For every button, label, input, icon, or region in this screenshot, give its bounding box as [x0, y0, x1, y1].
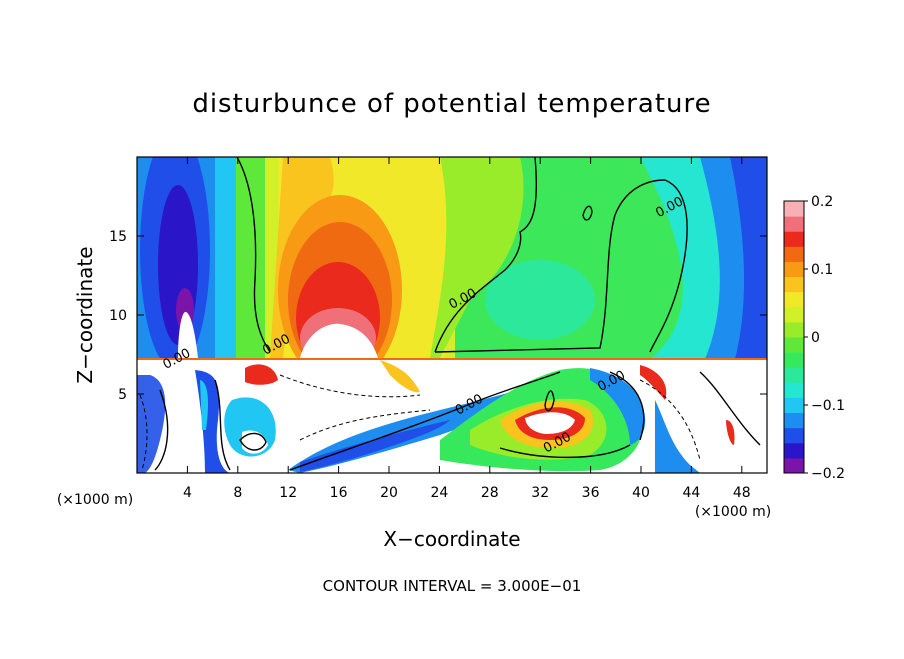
lower-red-streak-west	[245, 364, 278, 385]
colorbar-swatch	[784, 352, 804, 368]
colorbar-tick-label: 0.2	[811, 194, 833, 210]
colorbar-swatch	[784, 201, 804, 217]
colorbar-tick-label: 0	[811, 330, 820, 346]
contour-east-return	[649, 179, 688, 353]
central-green-pocket	[485, 260, 595, 340]
colorbar-swatch	[784, 337, 804, 353]
colorbar-swatch	[784, 397, 804, 414]
contour-lower-5	[609, 371, 645, 441]
lower-west-blue	[137, 375, 166, 473]
x-unit-label: (×1000 m)	[695, 504, 771, 520]
x-tick-label: 32	[531, 485, 549, 501]
contour-interval-note: CONTOUR INTERVAL = 3.000E−01	[323, 577, 582, 595]
contour-lower-4	[499, 444, 631, 459]
y-axis: 5 10 15	[109, 229, 767, 403]
contour-lower-2	[214, 379, 231, 471]
x-tick-label: 24	[430, 485, 448, 501]
y-unit-label: (×1000 m)	[57, 492, 133, 508]
east-of-plume-green	[430, 157, 524, 358]
contour-loop-2	[544, 390, 555, 412]
colorbar-swatch	[784, 246, 804, 262]
contour-lines	[154, 157, 761, 471]
colorbar-tick-label: −0.2	[811, 466, 845, 482]
x-tick-label: 28	[481, 485, 499, 501]
x-axis-label: X−coordinate	[383, 527, 520, 551]
x-tick-label: 12	[279, 485, 297, 501]
contour-central	[434, 157, 538, 353]
lower-east-red	[640, 365, 667, 400]
colorbar-swatch	[784, 427, 804, 444]
colorbar-tick-label: −0.1	[811, 398, 845, 414]
contour-small-loop	[582, 205, 593, 221]
lower-east-red-blob	[726, 420, 735, 445]
colorbar-tick-label: 0.1	[811, 262, 833, 278]
x-tick-label: 8	[233, 485, 242, 501]
colorbar-swatch	[784, 457, 804, 474]
lower-west-cyan	[200, 380, 208, 430]
contour-lower-3	[289, 371, 561, 471]
dashed-contours	[139, 374, 701, 471]
colorbar-swatch	[784, 231, 804, 247]
contour-eddy-loop	[239, 432, 267, 451]
x-tick-label: 48	[733, 485, 751, 501]
colorbar	[784, 201, 804, 474]
contour-lower-1	[154, 389, 169, 471]
x-tick-label: 36	[582, 485, 600, 501]
warm-plume-saturated	[300, 323, 378, 358]
lower-red-core	[525, 412, 575, 434]
lower-blue-band-inner	[300, 420, 450, 472]
colorbar-swatch	[784, 216, 804, 232]
x-tick-label: 44	[682, 485, 700, 501]
x-axis: 4 8 12 16 20 24 28 32 36 40 44 48	[183, 157, 751, 501]
y-axis-label: Z−coordinate	[73, 246, 97, 383]
lower-east-blue-2	[655, 400, 700, 473]
contour-east-arc	[434, 179, 666, 353]
colorbar-swatch	[784, 442, 804, 459]
x-tick-label: 40	[632, 485, 650, 501]
colorbar-swatch	[784, 321, 804, 338]
dashed-contour-4	[139, 394, 148, 471]
x-tick-label: 4	[183, 485, 192, 501]
colorbar-swatch	[784, 276, 804, 293]
colorbar-swatch	[784, 367, 804, 383]
dashed-contour-2	[299, 409, 431, 441]
colorbar-swatch	[784, 306, 804, 323]
colorbar-swatch	[784, 382, 804, 398]
lower-east-blue	[590, 368, 646, 445]
colorbar-swatch	[784, 412, 804, 429]
contour-west	[236, 157, 271, 353]
chart-title: disturbunce of potential temperature	[192, 89, 711, 119]
y-tick-label: 5	[118, 387, 127, 403]
lower-east-white	[680, 368, 767, 473]
colorbar-ticks: 0.2 0.1 0 −0.1 −0.2	[804, 194, 845, 482]
dashed-contour-1	[279, 374, 421, 398]
east-cold-core	[730, 157, 767, 359]
x-tick-label: 20	[380, 485, 398, 501]
temperature-field	[137, 157, 767, 473]
y-tick-label: 15	[109, 229, 127, 245]
lower-orange-streak	[380, 360, 420, 393]
colorbar-swatch	[784, 291, 804, 308]
dashed-contour-3	[639, 379, 701, 461]
colorbar-swatch	[784, 261, 804, 278]
contour-lower-6	[699, 371, 761, 446]
y-tick-label: 10	[109, 308, 127, 324]
west-saturated-blob	[178, 311, 198, 358]
x-tick-label: 16	[330, 485, 348, 501]
